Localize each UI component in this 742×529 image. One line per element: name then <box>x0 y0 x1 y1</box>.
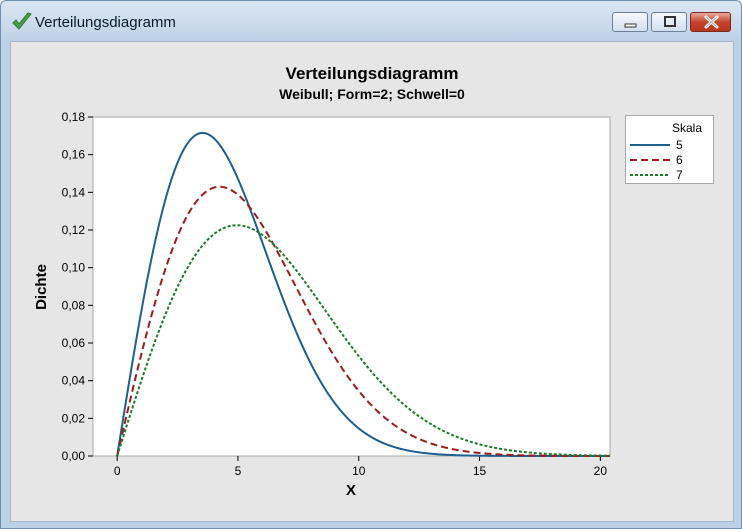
legend-item-6: 6 <box>630 153 712 167</box>
x-tick-label: 10 <box>352 464 366 478</box>
y-tick-label: 0,16 <box>62 148 86 162</box>
legend-label-5: 5 <box>676 138 683 152</box>
legend: Skala 5 6 7 <box>625 115 714 184</box>
x-tick-label: 15 <box>473 464 487 478</box>
checkmark-icon <box>12 12 32 30</box>
y-tick-label: 0,08 <box>62 298 86 312</box>
close-button[interactable] <box>690 12 731 32</box>
legend-label-6: 6 <box>676 153 683 167</box>
window-title: Verteilungsdiagramm <box>35 14 176 31</box>
graph-area: Verteilungsdiagramm Weibull; Form=2; Sch… <box>10 41 734 522</box>
y-axis-label: Dichte <box>33 264 50 310</box>
y-tick-label: 0,04 <box>62 374 86 388</box>
y-tick-label: 0,12 <box>62 223 86 237</box>
x-axis-label: X <box>346 482 356 499</box>
maximize-button[interactable] <box>651 12 687 32</box>
restore-icon <box>664 16 676 27</box>
chart-subtitle: Weibull; Form=2; Schwell=0 <box>279 86 465 102</box>
legend-swatch-7 <box>630 174 670 176</box>
density-curves <box>116 131 611 457</box>
y-tick-label: 0,02 <box>62 411 86 425</box>
plot-area <box>92 116 611 457</box>
legend-item-7: 7 <box>630 168 712 182</box>
y-axis: 0,00 0,02 0,04 0,06 0,08 0,10 0,12 0,14 0,16 0,18 <box>62 110 93 463</box>
y-tick-label: 0,18 <box>62 110 86 124</box>
density-curve-7 <box>116 224 611 457</box>
minimize-button[interactable] <box>612 12 648 32</box>
density-curve-5 <box>116 131 610 457</box>
x-tick-label: 5 <box>235 464 242 478</box>
close-icon <box>704 15 719 29</box>
x-tick-label: 0 <box>114 464 121 478</box>
chart-title: Verteilungsdiagramm <box>286 64 459 83</box>
legend-label-7: 7 <box>676 168 683 182</box>
title-bar[interactable]: Verteilungsdiagramm <box>1 1 741 41</box>
legend-swatch-5 <box>630 144 670 146</box>
x-axis: 0 5 10 15 20 <box>114 456 608 478</box>
density-curve-6 <box>116 185 610 457</box>
x-tick-label: 20 <box>594 464 608 478</box>
y-tick-label: 0,06 <box>62 336 86 350</box>
y-tick-label: 0,10 <box>62 261 86 275</box>
y-tick-label: 0,14 <box>62 185 86 199</box>
legend-swatch-6 <box>630 159 670 161</box>
distribution-chart: Verteilungsdiagramm Weibull; Form=2; Sch… <box>33 64 611 499</box>
legend-title: Skala <box>672 121 703 135</box>
y-tick-label: 0,00 <box>62 449 86 463</box>
minimize-icon <box>624 23 637 28</box>
legend-item-5: 5 <box>630 138 712 152</box>
